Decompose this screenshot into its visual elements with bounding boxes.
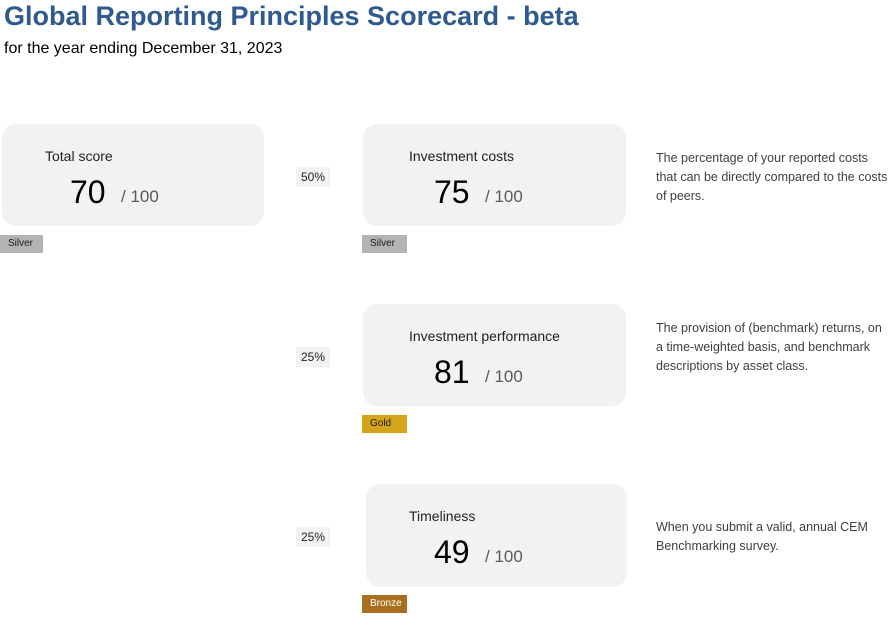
investment-performance-label: Investment performance: [409, 328, 560, 344]
investment-performance-max: / 100: [485, 367, 523, 386]
timeliness-max: / 100: [485, 547, 523, 566]
total-tier-badge: Silver: [0, 235, 43, 253]
total-score-card-background: [2, 124, 264, 226]
investment-costs-max: / 100: [485, 187, 523, 206]
page-subtitle: for the year ending December 31, 2023: [4, 40, 283, 57]
investment-costs-tier-badge: Silver: [362, 235, 407, 253]
investment-performance-weight: 25%: [296, 347, 330, 367]
investment-costs-weight: 50%: [296, 167, 330, 187]
total-score-label: Total score: [45, 148, 113, 164]
timeliness-weight: 25%: [296, 527, 330, 547]
page-title: Global Reporting Principles Scorecard - …: [4, 1, 579, 31]
investment-performance-description: The provision of (benchmark) returns, on…: [656, 321, 882, 373]
investment-costs-label: Investment costs: [409, 148, 515, 164]
investment-costs-score: 75: [434, 174, 470, 210]
timeliness-card: [366, 484, 627, 587]
investment-costs-description: The percentage of your reported costs th…: [656, 151, 888, 203]
timeliness-score: 49: [434, 534, 470, 570]
investment-performance-score: 81: [434, 354, 470, 390]
investment-costs-card: [363, 124, 626, 226]
total-score-max: / 100: [121, 187, 159, 206]
investment-performance-card: [363, 304, 626, 406]
investment-performance-tier-badge: Gold: [362, 415, 407, 433]
total-score-value: 70: [70, 174, 106, 210]
timeliness-description: When you submit a valid, annual CEM Benc…: [656, 520, 868, 553]
timeliness-tier-badge: Bronze: [362, 595, 407, 613]
timeliness-label: Timeliness: [409, 508, 476, 524]
